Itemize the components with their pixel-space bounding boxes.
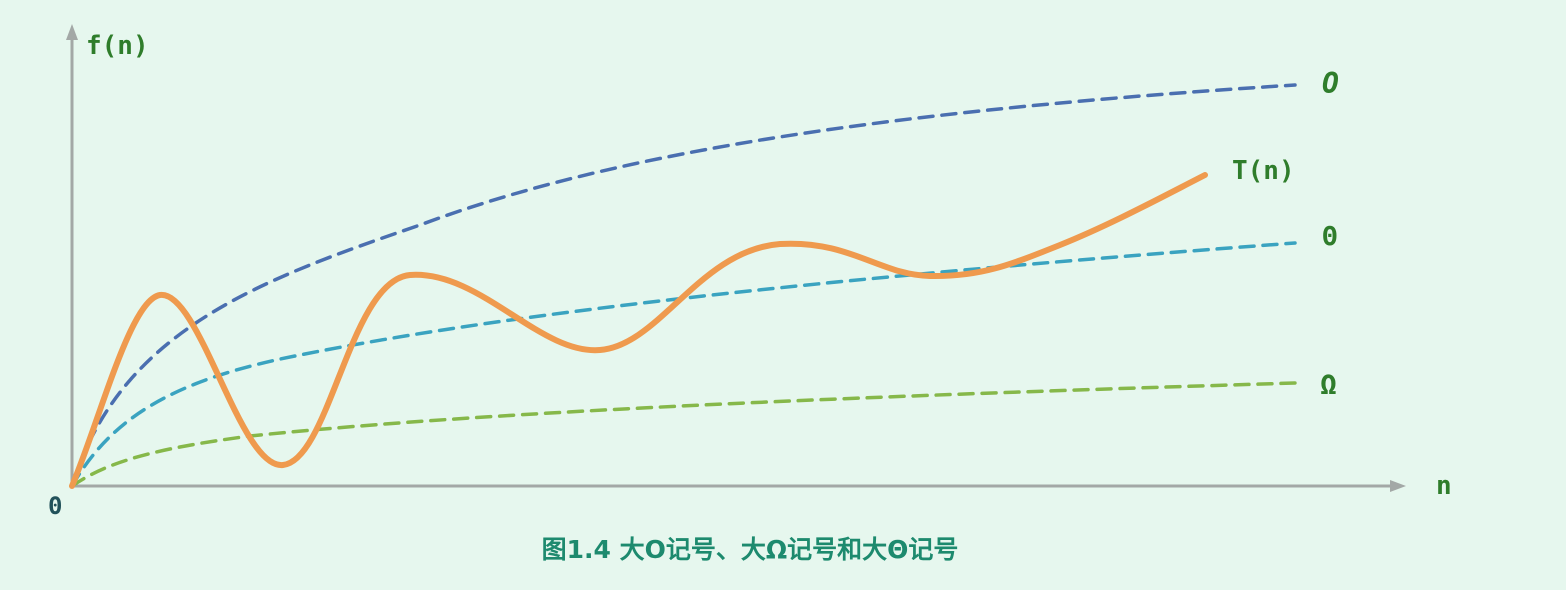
y-axis-arrow bbox=[66, 24, 78, 40]
big-o-curve bbox=[70, 83, 1297, 488]
x-axis-label: n bbox=[1436, 471, 1452, 501]
big-theta-curve bbox=[70, 241, 1297, 488]
figure-caption: 图1.4 大O记号、大Ω记号和大Θ记号 bbox=[541, 535, 959, 564]
t-n-curve bbox=[69, 172, 1208, 489]
big-omega-label: Ω bbox=[1320, 368, 1337, 401]
big-o-label: O bbox=[1322, 67, 1339, 100]
origin-label: 0 bbox=[48, 492, 62, 520]
t-n-label: T(n) bbox=[1232, 156, 1295, 186]
big-omega-curve bbox=[70, 381, 1297, 488]
big-theta-label: Θ bbox=[1322, 222, 1338, 252]
x-axis-arrow bbox=[1390, 480, 1406, 492]
y-axis-label: f(n) bbox=[86, 31, 149, 61]
